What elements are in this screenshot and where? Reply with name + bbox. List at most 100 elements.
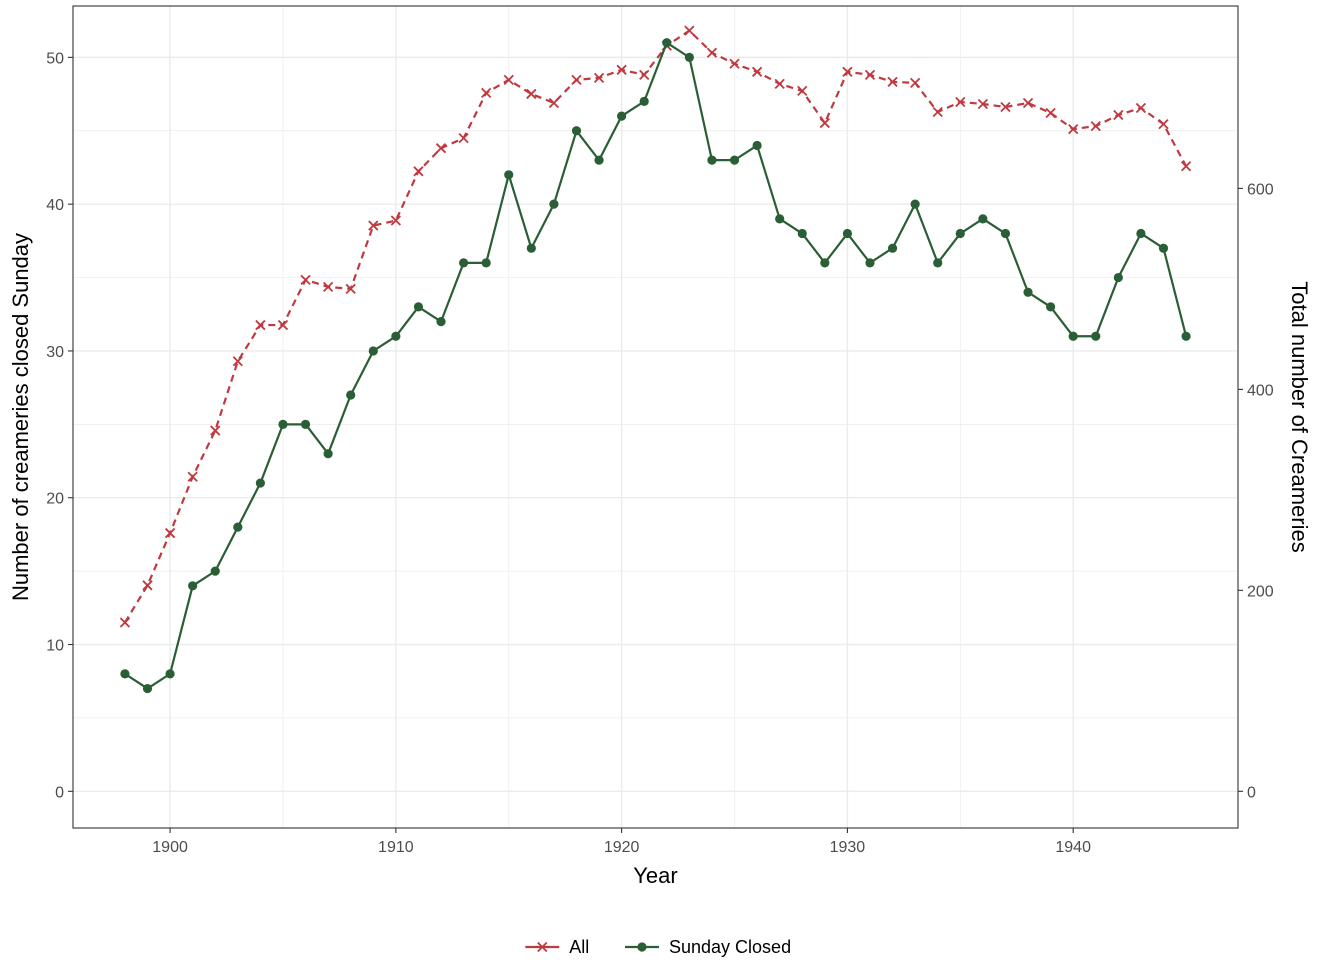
- data-point-all: [390, 215, 401, 226]
- data-point-sunday-closed: [255, 478, 265, 488]
- data-point-all: [164, 527, 176, 539]
- y-tick-label: 20: [46, 491, 64, 508]
- marker-x-stroke: [887, 76, 898, 88]
- marker-x-stroke: [684, 25, 695, 36]
- data-point-sunday-closed: [323, 449, 333, 459]
- data-point-all: [955, 96, 966, 108]
- data-point-all: [774, 78, 785, 90]
- data-point-all: [322, 281, 334, 293]
- data-point-sunday-closed: [662, 38, 672, 48]
- marker-x-stroke: [1158, 118, 1169, 130]
- data-point-all: [1158, 118, 1169, 130]
- data-point-all: [1090, 120, 1101, 132]
- data-point-sunday-closed: [436, 316, 446, 327]
- data-point-all: [413, 166, 424, 177]
- marker-x-stroke: [413, 166, 424, 177]
- data-point-sunday-closed: [1046, 302, 1056, 312]
- marker-x-stroke: [210, 425, 221, 436]
- marker-x-stroke: [751, 66, 763, 77]
- marker-x-stroke: [548, 97, 560, 109]
- data-point-sunday-closed: [775, 214, 785, 224]
- data-point-all: [1000, 101, 1011, 113]
- x-tick-label: 1920: [604, 839, 640, 856]
- x-tick-label: 1940: [1055, 839, 1091, 856]
- legend-item-sunday-closed: Sunday Closed: [625, 937, 791, 957]
- marker-x-stroke: [390, 215, 401, 226]
- marker-x-stroke: [481, 87, 492, 99]
- marker-x-stroke: [639, 69, 650, 80]
- legend-item-all: All: [525, 937, 589, 957]
- y-axis-title: Number of creameries closed Sunday: [8, 233, 33, 601]
- marker-x-stroke: [729, 58, 740, 69]
- data-point-all: [571, 74, 582, 85]
- data-point-sunday-closed: [617, 111, 627, 121]
- data-point-all: [910, 77, 921, 89]
- marker-x-stroke: [142, 580, 153, 591]
- data-point-sunday-closed: [707, 155, 717, 165]
- y-tick-label: 40: [46, 197, 64, 214]
- data-point-all: [751, 66, 763, 77]
- grid-minor: [73, 6, 1238, 828]
- marker-x-stroke: [842, 66, 853, 77]
- y2-tick-label: 400: [1247, 382, 1274, 399]
- marker-x-stroke: [187, 471, 198, 482]
- series-layer: [119, 25, 1192, 694]
- marker-x-stroke: [537, 941, 548, 953]
- data-point-all: [458, 133, 469, 144]
- marker-x-stroke: [1113, 109, 1124, 121]
- marker-x-stroke: [864, 69, 876, 80]
- data-point-all: [142, 580, 153, 591]
- data-point-sunday-closed: [639, 96, 649, 107]
- data-point-all: [187, 471, 198, 482]
- data-point-all: [368, 220, 379, 231]
- data-point-all: [1068, 123, 1079, 135]
- panel-border: [72, 5, 1239, 829]
- axis-ticks: [68, 56, 1243, 833]
- legend: All Sunday Closed: [525, 937, 791, 957]
- data-point-all: [503, 74, 514, 85]
- series-line-all: [123, 29, 1188, 624]
- marker-x-stroke: [932, 106, 943, 118]
- data-point-sunday-closed: [165, 669, 175, 679]
- data-point-sunday-closed: [1113, 272, 1123, 283]
- data-point-all: [481, 87, 492, 99]
- data-point-sunday-closed: [1091, 331, 1101, 341]
- data-point-all: [684, 25, 695, 36]
- data-point-sunday-closed: [481, 258, 491, 268]
- data-point-sunday-closed: [955, 228, 965, 239]
- legend-label: Sunday Closed: [669, 937, 791, 957]
- x-tick-label: 1900: [152, 839, 188, 856]
- data-point-sunday-closed: [346, 390, 356, 400]
- data-point-all: [232, 356, 243, 367]
- data-point-all: [1135, 102, 1147, 114]
- marker-x-stroke: [232, 356, 243, 367]
- marker-x-stroke: [255, 319, 266, 331]
- marker-x-stroke: [345, 283, 356, 295]
- data-point-all: [864, 69, 876, 80]
- data-point-sunday-closed: [1181, 331, 1191, 341]
- data-point-all: [345, 283, 356, 295]
- data-point-sunday-closed: [278, 419, 288, 429]
- data-point-all: [616, 64, 627, 75]
- data-point-sunday-closed: [820, 258, 830, 268]
- data-point-all: [639, 69, 650, 80]
- data-point-all: [593, 72, 605, 83]
- marker-x-stroke: [277, 319, 289, 331]
- data-point-sunday-closed: [413, 302, 424, 312]
- data-point-sunday-closed: [865, 258, 875, 268]
- data-point-sunday-closed: [1136, 228, 1146, 239]
- data-point-all: [729, 58, 740, 69]
- data-point-all: [1045, 107, 1056, 119]
- data-point-sunday-closed: [368, 346, 378, 356]
- data-point-all: [819, 117, 830, 129]
- data-point-all: [1180, 161, 1192, 172]
- data-point-all: [1022, 97, 1034, 109]
- marker-x-stroke: [616, 64, 627, 75]
- data-point-sunday-closed: [526, 243, 536, 253]
- data-point-sunday-closed: [1068, 331, 1078, 341]
- y-tick-label: 50: [46, 50, 64, 67]
- marker-x-stroke: [300, 274, 311, 285]
- marker-x-stroke: [503, 74, 514, 85]
